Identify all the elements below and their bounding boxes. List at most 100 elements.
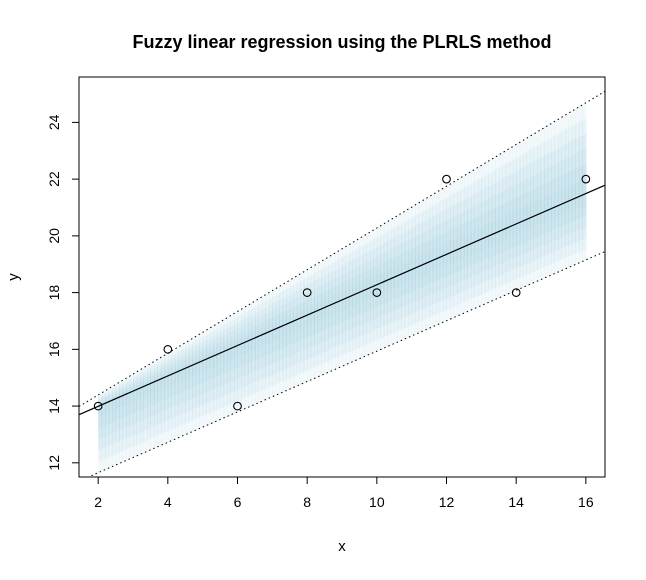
- band-strip: [251, 302, 256, 406]
- band-strip: [477, 203, 482, 274]
- band-strip: [251, 308, 256, 395]
- band-strip: [237, 333, 242, 367]
- band-strip: [582, 179, 587, 206]
- band-strip: [383, 242, 388, 326]
- band-strip: [481, 176, 486, 294]
- band-strip: [213, 345, 218, 378]
- band-strip: [300, 287, 305, 362]
- band-strip: [178, 345, 183, 437]
- band-strip: [408, 249, 413, 293]
- band-strip: [331, 278, 336, 337]
- band-strip: [568, 156, 573, 234]
- band-strip: [227, 316, 232, 416]
- band-strip: [394, 246, 399, 310]
- y-tick-label: 20: [46, 228, 62, 244]
- band-strip: [523, 179, 528, 254]
- band-strip: [132, 387, 138, 402]
- band-strip: [275, 314, 280, 351]
- band-strip: [390, 218, 395, 345]
- band-strip: [523, 193, 528, 243]
- band-strip: [275, 321, 280, 340]
- band-strip: [98, 397, 103, 450]
- band-strip: [244, 329, 249, 364]
- band-strip: [143, 382, 148, 397]
- band-strip: [338, 283, 343, 323]
- band-strip: [258, 323, 263, 358]
- band-strip: [143, 369, 148, 442]
- band-strip: [373, 229, 378, 352]
- band-strip: [160, 370, 165, 401]
- band-strip: [373, 238, 378, 341]
- band-strip: [380, 224, 385, 349]
- band-strip: [390, 228, 395, 334]
- band-strip: [160, 356, 165, 445]
- band-strip: [296, 289, 301, 364]
- band-strip: [321, 292, 326, 331]
- band-strip: [401, 242, 406, 307]
- band-strip: [460, 212, 465, 281]
- band-strip: [209, 351, 214, 368]
- band-strip: [477, 166, 482, 307]
- band-strip: [342, 247, 347, 366]
- band-strip: [178, 362, 183, 393]
- band-strip: [150, 372, 155, 416]
- band-strip: [275, 301, 280, 373]
- band-strip: [101, 402, 106, 416]
- band-strip: [415, 225, 420, 312]
- band-strip: [195, 349, 200, 397]
- band-strip: [554, 177, 559, 229]
- band-strip: [126, 379, 131, 449]
- band-strip: [112, 387, 117, 455]
- band-strip: [282, 283, 287, 392]
- band-strip: [397, 244, 402, 309]
- band-strip: [380, 253, 385, 316]
- band-strip: [540, 128, 545, 279]
- x-tick-label: 6: [234, 494, 242, 510]
- band-strip: [575, 107, 580, 264]
- band-strip: [296, 274, 301, 386]
- band-strip: [449, 206, 455, 297]
- band-strip: [557, 118, 563, 272]
- band-strip: [449, 183, 455, 319]
- band-strip: [467, 220, 472, 267]
- band-strip: [230, 342, 235, 359]
- upper-bound-line: [79, 90, 605, 407]
- band-strip: [237, 321, 242, 390]
- band-strip: [223, 324, 228, 407]
- regression-lines: [79, 90, 605, 477]
- band-strip: [178, 366, 183, 382]
- band-strip: [136, 382, 141, 411]
- band-strip: [122, 384, 127, 440]
- band-strip: [108, 387, 113, 468]
- band-strip: [516, 143, 521, 290]
- band-strip: [307, 276, 312, 370]
- band-strip: [143, 376, 148, 419]
- band-strip: [101, 395, 106, 449]
- band-strip: [540, 198, 545, 224]
- x-tick-label: 4: [164, 494, 172, 510]
- band-strip: [310, 305, 315, 324]
- band-strip: [516, 209, 521, 235]
- band-strip: [362, 262, 367, 324]
- band-strip: [188, 344, 193, 422]
- band-strip: [289, 293, 294, 367]
- band-strip: [456, 213, 462, 283]
- band-strip: [98, 395, 103, 461]
- band-strip: [328, 297, 333, 317]
- band-strip: [185, 354, 190, 401]
- band-strip: [551, 193, 556, 220]
- band-strip: [335, 285, 340, 325]
- band-strip: [167, 359, 172, 420]
- band-strip: [261, 308, 266, 379]
- band-strip: [467, 184, 472, 300]
- band-strip: [537, 158, 542, 259]
- band-strip: [575, 152, 580, 231]
- band-strip: [505, 149, 510, 295]
- band-strip: [199, 356, 204, 373]
- band-strip: [362, 253, 367, 335]
- band-strip: [150, 362, 155, 450]
- band-strip: [387, 240, 392, 324]
- band-strip: [265, 319, 270, 355]
- band-strip: [578, 150, 583, 230]
- band-strip: [383, 261, 388, 304]
